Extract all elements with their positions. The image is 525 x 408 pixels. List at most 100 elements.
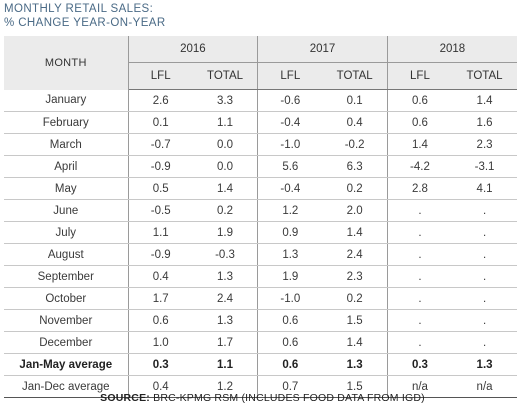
- retail-sales-table: MONTH 2016 2017 2018 LFL TOTAL LFL TOTAL…: [4, 36, 517, 398]
- chart-title: MONTHLY RETAIL SALES: % CHANGE YEAR-ON-Y…: [4, 2, 166, 30]
- row-label: May: [4, 177, 129, 200]
- value-cell: 0.6: [128, 309, 193, 332]
- value-cell: .: [452, 331, 517, 354]
- value-cell: 0.6: [257, 309, 323, 332]
- row-label: April: [4, 155, 129, 178]
- row-label: March: [4, 133, 129, 156]
- value-cell: .: [452, 265, 517, 288]
- value-cell: 1.2: [192, 375, 259, 398]
- sub-header-total-2017: TOTAL: [322, 62, 388, 90]
- value-cell: -3.1: [452, 155, 517, 178]
- value-cell: -0.2: [322, 133, 388, 156]
- value-cell: 0.4: [128, 265, 193, 288]
- row-label: October: [4, 287, 129, 310]
- year-header-2016: 2016: [128, 36, 259, 63]
- title-line-2: % CHANGE YEAR-ON-YEAR: [4, 17, 166, 29]
- value-cell: 1.5: [322, 375, 388, 398]
- row-label: September: [4, 265, 129, 288]
- value-cell: .: [387, 331, 453, 354]
- value-cell: 0.0: [192, 155, 259, 178]
- value-cell: 1.3: [452, 353, 517, 376]
- value-cell: 0.6: [257, 331, 323, 354]
- value-cell: .: [387, 287, 453, 310]
- row-label: June: [4, 199, 129, 222]
- value-cell: 0.3: [387, 353, 453, 376]
- value-cell: 0.6: [387, 89, 453, 112]
- value-cell: .: [452, 243, 517, 266]
- source-label: SOURCE:: [100, 392, 150, 404]
- value-cell: 2.6: [128, 89, 193, 112]
- value-cell: 1.4: [322, 221, 388, 244]
- row-label: December: [4, 331, 129, 354]
- table-row: September 0.4 1.3 1.9 2.3..: [4, 265, 517, 288]
- value-cell: 0.3: [128, 353, 193, 376]
- value-cell: 2.8: [387, 177, 453, 200]
- row-label: Jan-May average: [4, 353, 129, 376]
- value-cell: 1.1: [128, 221, 193, 244]
- row-label: Jan-Dec average: [4, 375, 129, 398]
- value-cell: -0.9: [128, 155, 193, 178]
- value-cell: 0.2: [322, 287, 388, 310]
- value-cell: .: [387, 309, 453, 332]
- value-cell: -0.5: [128, 199, 193, 222]
- value-cell: 1.3: [322, 353, 388, 376]
- table-row: February 0.1 1.1 -0.4 0.4 0.6 1.6: [4, 111, 517, 134]
- row-label: July: [4, 221, 129, 244]
- value-cell: -0.9: [128, 243, 193, 266]
- table-row: December 1.0 1.7 0.6 1.4..: [4, 331, 517, 354]
- row-label: November: [4, 309, 129, 332]
- value-cell: .: [452, 221, 517, 244]
- table-row: June -0.5 0.2 1.2 2.0..: [4, 199, 517, 222]
- value-cell: .: [387, 221, 453, 244]
- value-cell: 1.4: [387, 133, 453, 156]
- value-cell: 6.3: [322, 155, 388, 178]
- sub-header-lfl-2018: LFL: [387, 62, 453, 90]
- value-cell: 1.4: [192, 177, 259, 200]
- value-cell: 0.4: [322, 111, 388, 134]
- value-cell: n/a: [452, 375, 517, 398]
- value-cell: 2.4: [192, 287, 259, 310]
- value-cell: 2.3: [452, 133, 517, 156]
- table-row: August -0.9 -0.3 1.3 2.4..: [4, 243, 517, 266]
- value-cell: .: [452, 309, 517, 332]
- value-cell: 0.6: [387, 111, 453, 134]
- value-cell: 0.4: [128, 375, 193, 398]
- row-label: August: [4, 243, 129, 266]
- value-cell: -1.0: [257, 133, 323, 156]
- value-cell: .: [387, 243, 453, 266]
- value-cell: .: [452, 287, 517, 310]
- value-cell: 0.2: [322, 177, 388, 200]
- year-header-2017: 2017: [257, 36, 388, 63]
- value-cell: 0.1: [128, 111, 193, 134]
- table-row: November 0.6 1.3 0.6 1.5..: [4, 309, 517, 332]
- value-cell: .: [452, 199, 517, 222]
- value-cell: 0.5: [128, 177, 193, 200]
- value-cell: 2.3: [322, 265, 388, 288]
- table-row: March -0.7 0.0 -1.0 -0.2 1.4 2.3: [4, 133, 517, 156]
- value-cell: 1.7: [128, 287, 193, 310]
- table-row: May 0.5 1.4 -0.4 0.2 2.8 4.1: [4, 177, 517, 200]
- month-column-header: MONTH: [4, 36, 129, 90]
- value-cell: 1.7: [192, 331, 259, 354]
- table-row: Jan-Dec average 0.4 1.2 0.7 1.5 n/a n/a: [4, 375, 517, 398]
- value-cell: 0.7: [257, 375, 323, 398]
- value-cell: 1.3: [257, 243, 323, 266]
- row-label: January: [4, 89, 129, 112]
- value-cell: 0.0: [192, 133, 259, 156]
- table-row: July 1.1 1.9 0.9 1.4..: [4, 221, 517, 244]
- value-cell: -0.3: [192, 243, 259, 266]
- value-cell: 1.0: [128, 331, 193, 354]
- value-cell: 1.1: [192, 353, 259, 376]
- table-body: January 2.6 3.3 -0.6 0.1 0.6 1.4 February 0.1 1.1…: [4, 89, 517, 398]
- value-cell: 1.6: [452, 111, 517, 134]
- value-cell: -4.2: [387, 155, 453, 178]
- year-header-row: MONTH 2016 2017 2018: [4, 36, 517, 90]
- sub-header-lfl-2017: LFL: [257, 62, 323, 90]
- value-cell: -0.4: [257, 177, 323, 200]
- value-cell: 1.3: [192, 309, 259, 332]
- source-text: BRC-KPMG RSM (INCLUDES FOOD DATA FROM IG…: [153, 392, 425, 404]
- table-row: Jan-May average 0.3 1.1 0.6 1.3 0.3 1.3: [4, 353, 517, 376]
- value-cell: 1.2: [257, 199, 323, 222]
- value-cell: 1.5: [322, 309, 388, 332]
- year-header-2018: 2018: [387, 36, 517, 63]
